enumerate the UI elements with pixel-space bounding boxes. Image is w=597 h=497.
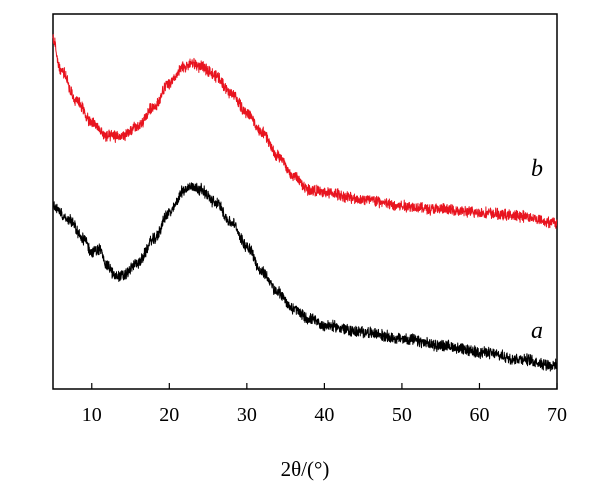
series-layer (52, 34, 558, 372)
series-label-a: a (531, 318, 543, 344)
series-label-b: b (531, 156, 543, 182)
x-axis-tick-labels: 10 20 30 40 50 60 70 (82, 404, 567, 426)
series-line-b (52, 34, 558, 229)
x-tick-label-20: 20 (159, 404, 179, 426)
x-axis-ticks (91, 383, 558, 389)
x-tick-label-50: 50 (392, 404, 412, 426)
x-tick-label-10: 10 (82, 404, 102, 426)
series-line-a (52, 182, 558, 372)
x-axis-label: 2θ/(°) (281, 457, 330, 481)
plot-frame (52, 13, 558, 390)
x-tick-label-30: 30 (237, 404, 257, 426)
x-tick-label-60: 60 (469, 404, 489, 426)
x-tick-label-70: 70 (547, 404, 567, 426)
x-tick-label-40: 40 (314, 404, 334, 426)
